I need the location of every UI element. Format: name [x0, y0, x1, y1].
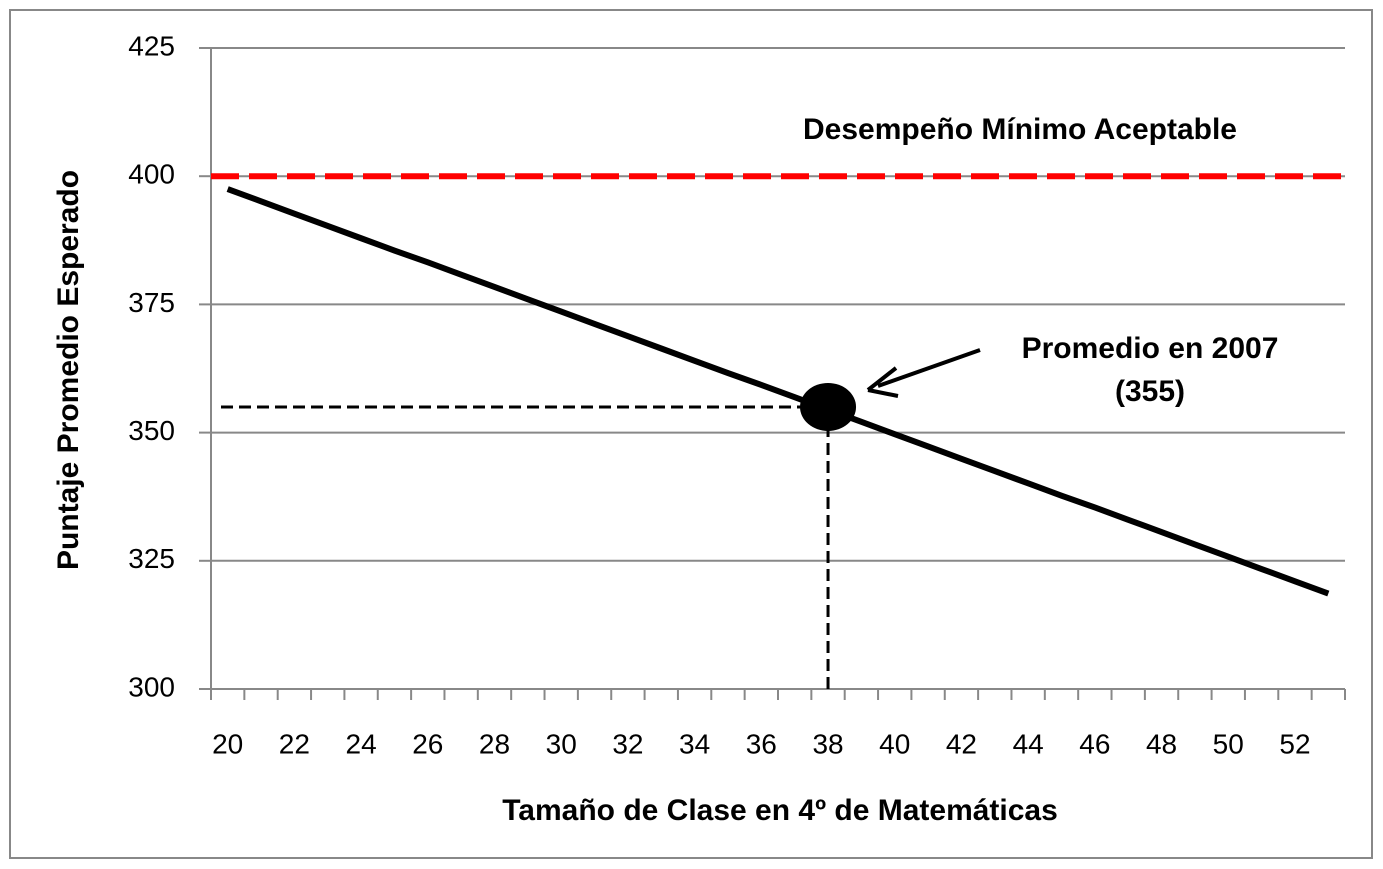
x-tick-label: 40: [879, 728, 910, 759]
x-tick-label: 50: [1213, 728, 1244, 759]
x-tick-label: 48: [1146, 728, 1177, 759]
x-tick-label: 38: [812, 728, 843, 759]
annotation-arrow: [877, 348, 981, 388]
annotation-text: Promedio en 2007: [1022, 332, 1279, 365]
y-tick-label: 300: [128, 671, 175, 702]
x-axis-title: Tamaño de Clase en 4º de Matemáticas: [502, 794, 1058, 827]
y-tick-label: 375: [128, 287, 175, 318]
x-tick-label: 28: [479, 728, 510, 759]
x-tick-label: 20: [212, 728, 243, 759]
x-tick-label: 52: [1279, 728, 1310, 759]
x-tick-label: 36: [746, 728, 777, 759]
x-tick-label: 26: [412, 728, 443, 759]
y-tick-label: 425: [128, 30, 175, 61]
y-tick-label: 400: [128, 159, 175, 190]
annotation-arrowhead: [866, 366, 899, 398]
x-tick-label: 24: [346, 728, 377, 759]
x-tick-label: 22: [279, 728, 310, 759]
chart-frame: [9, 9, 1373, 859]
annotation-value: (355): [1115, 375, 1185, 408]
highlight-point: [800, 382, 857, 431]
data-line: [226, 186, 1330, 597]
reference-label: Desempeño Mínimo Aceptable: [803, 113, 1237, 146]
x-tick-label: 30: [546, 728, 577, 759]
x-tick-label: 46: [1079, 728, 1110, 759]
x-tick-label: 44: [1013, 728, 1044, 759]
x-tick-label: 32: [612, 728, 643, 759]
x-tick-label: 34: [679, 728, 710, 759]
x-tick-label: 42: [946, 728, 977, 759]
y-tick-label: 350: [128, 415, 175, 446]
y-axis-title: Puntaje Promedio Esperado: [52, 170, 85, 570]
y-tick-label: 325: [128, 543, 175, 574]
